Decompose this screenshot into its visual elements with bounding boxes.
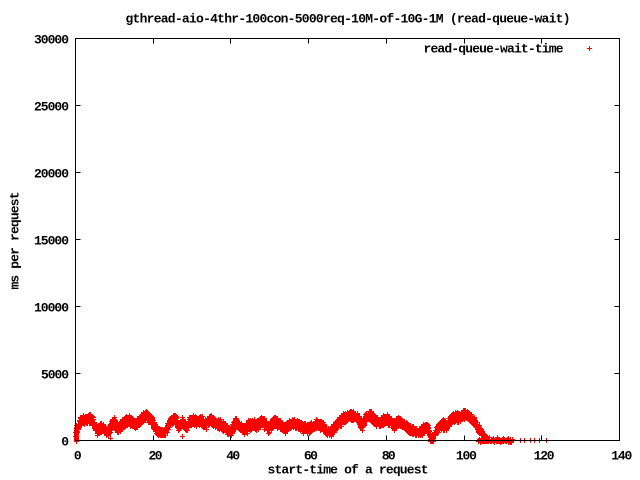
svg-text:20: 20 [149, 448, 163, 463]
svg-text:5000: 5000 [41, 368, 69, 383]
svg-text:gthread-aio-4thr-100con-5000re: gthread-aio-4thr-100con-5000req-10M-of-1… [126, 12, 571, 27]
svg-text:15000: 15000 [34, 234, 69, 249]
svg-text:25000: 25000 [34, 100, 69, 115]
svg-text:120: 120 [534, 448, 555, 463]
svg-text:20000: 20000 [34, 167, 69, 182]
svg-text:140: 140 [611, 448, 632, 463]
svg-text:100: 100 [456, 448, 477, 463]
svg-text:40: 40 [226, 448, 240, 463]
svg-text:ms per request: ms per request [8, 192, 23, 290]
svg-text:10000: 10000 [34, 301, 69, 316]
svg-text:30000: 30000 [34, 33, 69, 48]
svg-text:80: 80 [382, 448, 396, 463]
svg-text:start-time of a request: start-time of a request [268, 463, 429, 478]
svg-text:0: 0 [61, 435, 69, 450]
svg-text:read-queue-wait-time: read-queue-wait-time [424, 42, 564, 57]
svg-text:0: 0 [74, 448, 82, 463]
svg-text:60: 60 [304, 448, 318, 463]
